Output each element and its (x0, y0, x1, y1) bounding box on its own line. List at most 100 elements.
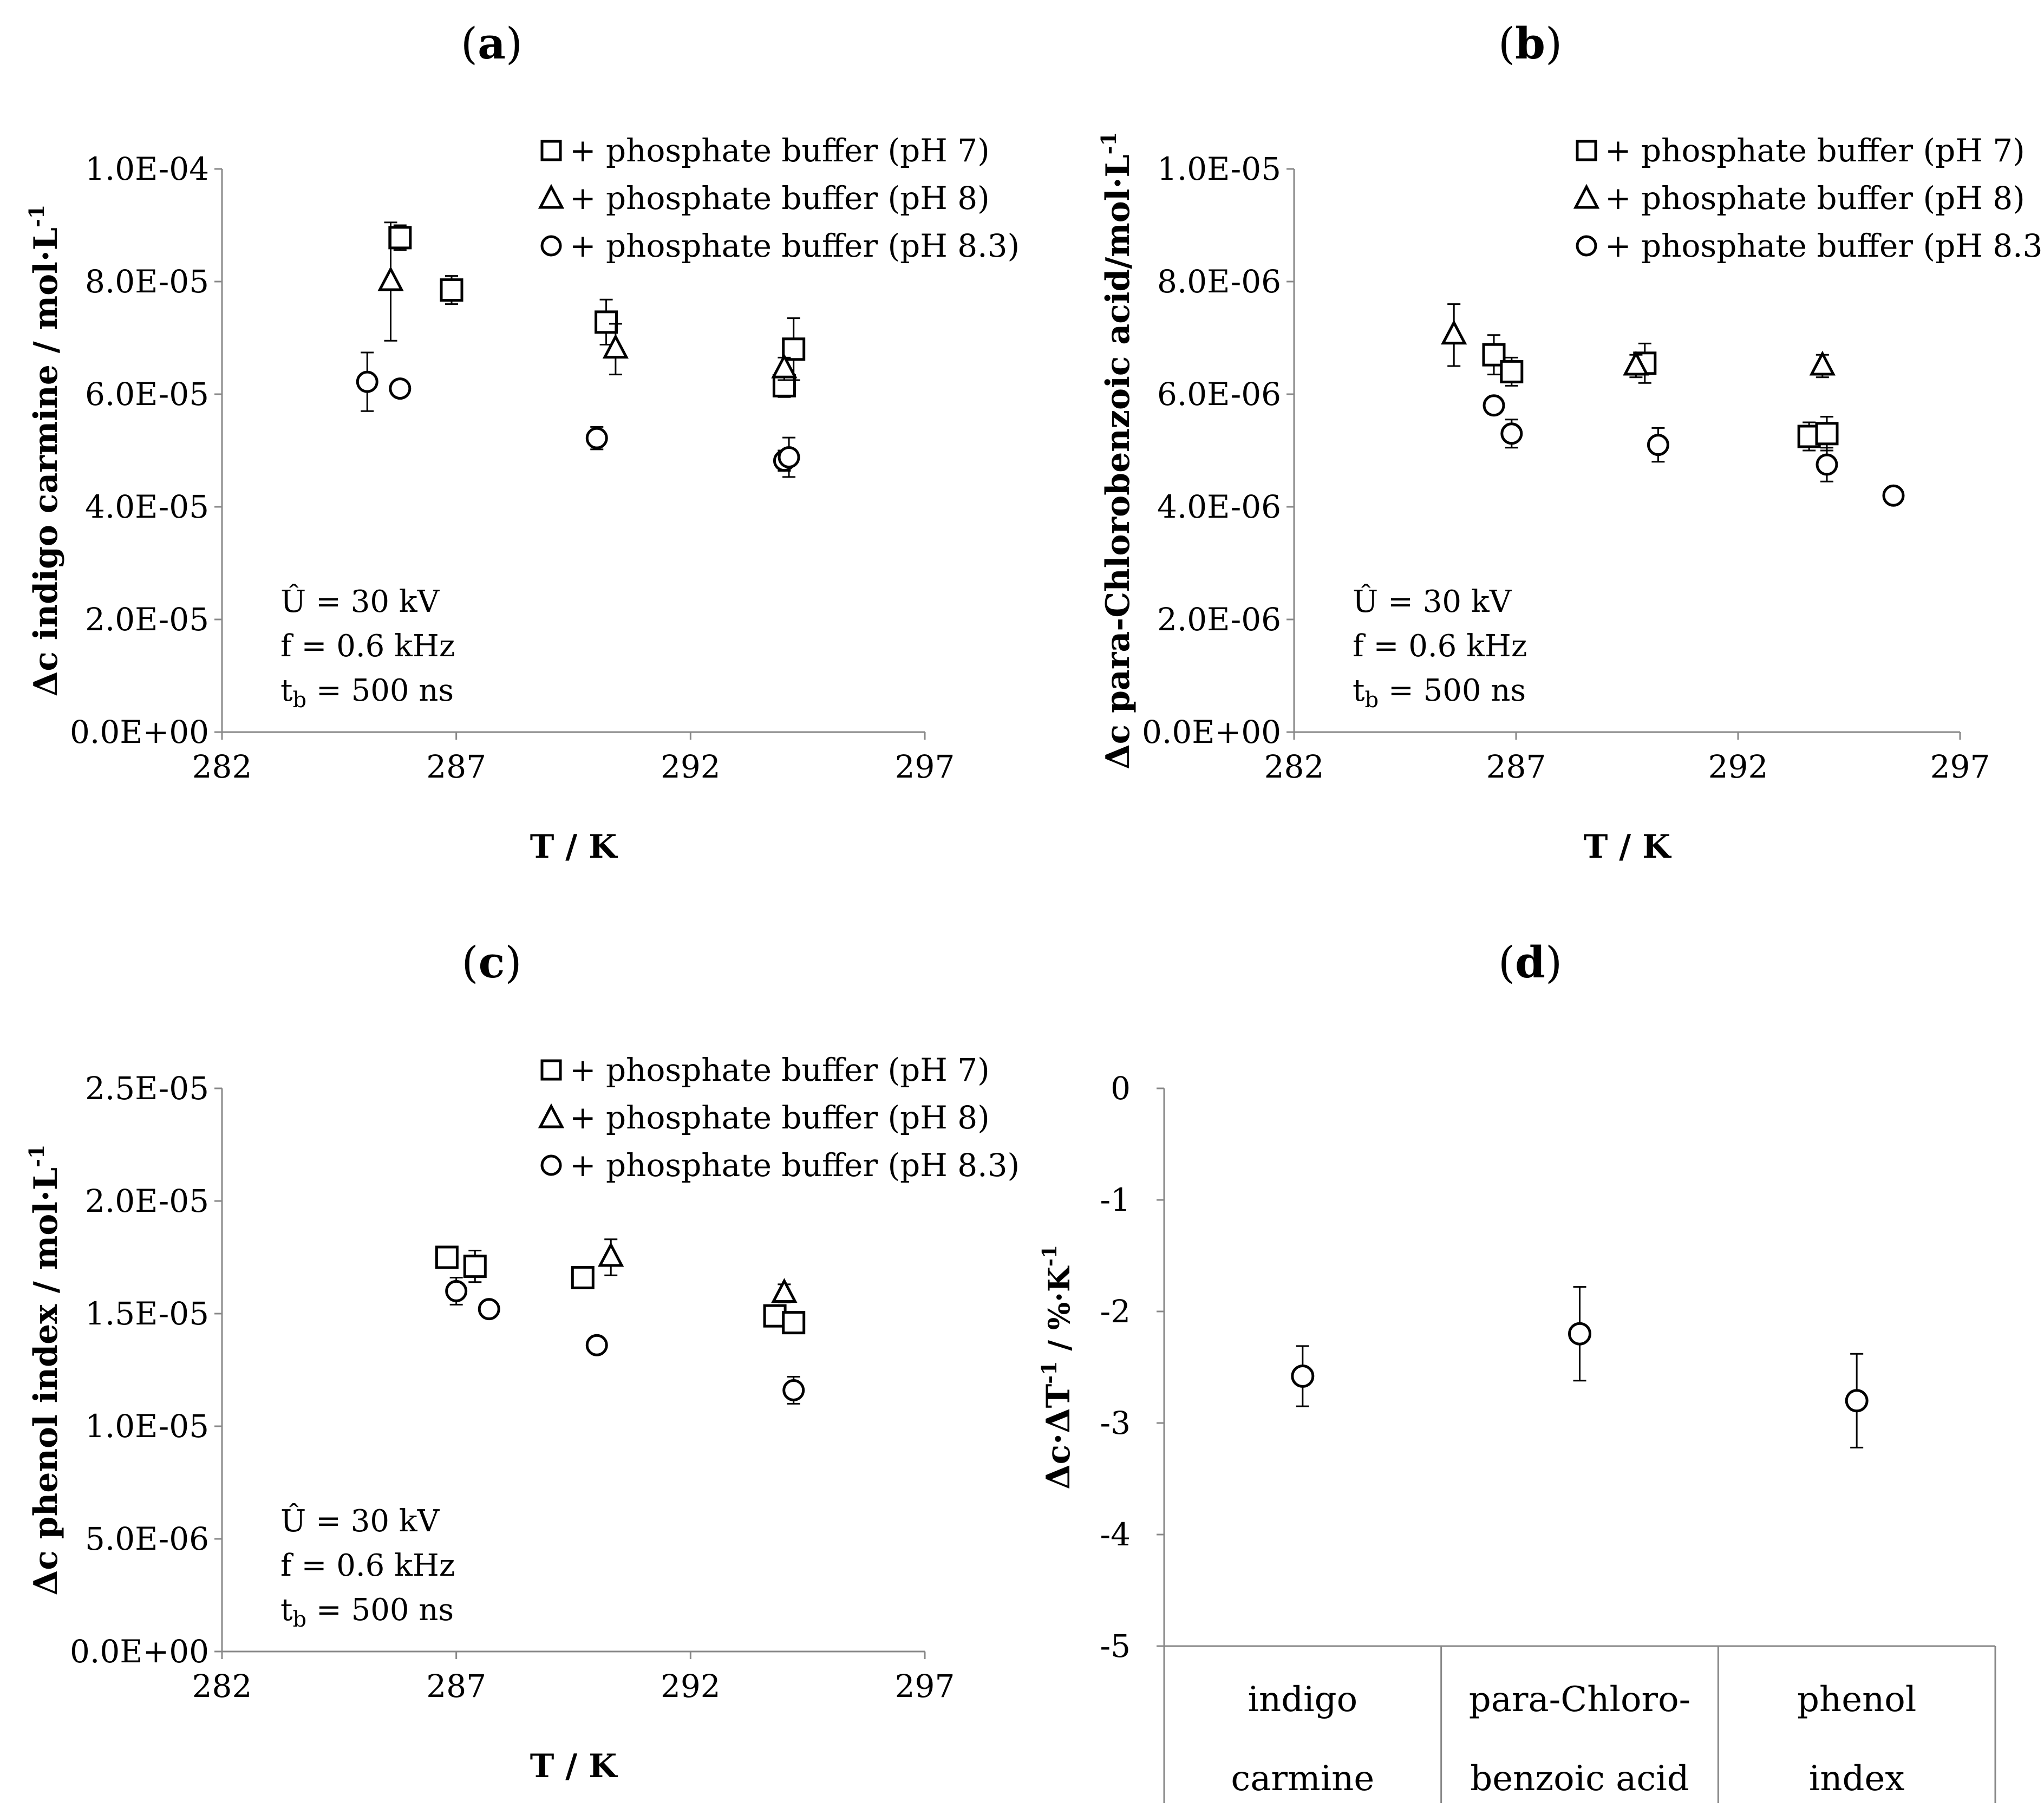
x-axis-title: T / K (530, 828, 618, 866)
legend-entry: + phosphate buffer (pH 8) (570, 1099, 990, 1136)
y-tick-label: 4.0E-05 (85, 488, 209, 525)
data-point-triangle (1623, 350, 1649, 376)
annotation-t: t (280, 673, 293, 708)
panel-label-close: ) (506, 18, 523, 69)
x-tick-label: 282 (192, 748, 252, 785)
chart-panel-a: 0.0E+00 2.0E-05 4.0E-05 6.0E-05 8.0E-05 1.0E-… (24, 132, 1020, 866)
y-tick-label: 0.0E+00 (70, 714, 209, 750)
annotation-subscript-b: b (293, 688, 307, 713)
panel-label-close: ) (505, 937, 521, 988)
data-point-circle (585, 427, 608, 449)
legend-entry: + phosphate buffer (pH 7) (570, 132, 990, 169)
legend-square-marker (540, 1059, 562, 1081)
x-tick-label: 282 (1264, 748, 1324, 785)
data-point-square (435, 1245, 459, 1269)
y-tick-label: 5.0E-06 (85, 1520, 209, 1557)
data-point-circle (389, 377, 412, 400)
data-point-circle (356, 370, 378, 393)
annotation-pulse-width: tb = 500 ns (1353, 673, 1526, 713)
y-tick-label: -3 (1100, 1405, 1131, 1441)
y-axis-title: Δc para-Chlorobenzoic acid/mol·L-1 (1096, 132, 1137, 769)
y-axis-title-text: Δc para-Chlorobenzoic acid/mol·L (1099, 154, 1137, 769)
x-tick-label: 287 (426, 748, 486, 785)
x-axis-title: T / K (530, 1747, 618, 1785)
legend-circle-marker (540, 1154, 562, 1176)
y-axis-title-superscript: -1 (24, 1145, 49, 1167)
data-point-circle (478, 1298, 500, 1321)
annotation-frequency: f = 0.6 kHz (1353, 629, 1527, 664)
panel-label-d: (d) (1498, 937, 1562, 988)
legend-entry: + phosphate buffer (pH 8.3) (570, 227, 1020, 264)
legend-square-marker (540, 140, 562, 161)
category-label-line1: indigo (1248, 1680, 1358, 1720)
data-point-circle (1845, 1389, 1869, 1413)
category-label-line2: index (1809, 1759, 1905, 1799)
y-axis-title-superscript: -1 (24, 205, 49, 227)
data-point-square (571, 1265, 595, 1289)
y-axis-title-unit-superscript: -1 (1039, 1245, 1061, 1267)
y-tick-label: 0 (1111, 1070, 1131, 1107)
data-point-circle (778, 446, 800, 468)
panel-label-open: ( (1498, 18, 1515, 69)
data-point-circle (1483, 394, 1505, 417)
legend-entry: + phosphate buffer (pH 8) (570, 180, 990, 217)
data-point-circle (1647, 434, 1669, 456)
x-axis-title: T / K (1584, 828, 1671, 866)
y-tick-label: 2.0E-06 (1157, 601, 1281, 638)
y-tick-label: -2 (1100, 1293, 1131, 1330)
y-axis-title-text: Δc·ΔT (1040, 1383, 1077, 1490)
panel-label-a: (a) (461, 18, 523, 69)
annotation-pulse-width: tb = 500 ns (280, 1592, 454, 1632)
category-label-line2: benzoic acid (1470, 1759, 1689, 1799)
data-point-triangle (1441, 319, 1467, 345)
data-point-triangle (602, 334, 629, 359)
chart-panel-b: 0.0E+00 2.0E-06 4.0E-06 6.0E-06 8.0E-06 1.0E-… (1096, 132, 2044, 866)
data-point-triangle (377, 266, 404, 291)
y-axis-title-text: Δc phenol index / mol·L (27, 1167, 65, 1595)
y-tick-label: 1.0E-04 (85, 151, 209, 187)
legend-entry: + phosphate buffer (pH 8.3) (1605, 227, 2044, 264)
y-axis-title: Δc phenol index / mol·L-1 (24, 1145, 65, 1596)
x-tick-label: 287 (1486, 748, 1546, 785)
legend-triangle-marker (538, 184, 565, 209)
y-tick-label: 6.0E-05 (85, 376, 209, 413)
legend-entry: + phosphate buffer (pH 7) (570, 1052, 990, 1088)
y-tick-label: 4.0E-06 (1157, 488, 1281, 525)
annotation-voltage: Û = 30 kV (280, 1503, 440, 1539)
annotation-subscript-b: b (293, 1607, 307, 1632)
panel-label-letter: b (1515, 18, 1545, 69)
chart-panel-d: 0 -1 -2 -3 -4 -5 indigo carmine para-Chloro-benz… (1037, 1070, 1996, 1803)
legend-triangle-marker (538, 1103, 565, 1128)
x-tick-label: 292 (661, 1668, 721, 1705)
data-point-square (595, 310, 618, 334)
y-tick-label: 6.0E-06 (1157, 376, 1281, 413)
panel-label-open: ( (461, 18, 478, 69)
y-tick-label: 1.0E-05 (85, 1408, 209, 1445)
panel-label-c: (c) (461, 937, 521, 988)
annotation-pulse-value: = 500 ns (306, 673, 454, 708)
data-point-circle (1816, 453, 1838, 476)
annotation-voltage: Û = 30 kV (1353, 583, 1512, 619)
category-label-line2: carmine (1231, 1759, 1374, 1799)
data-point-circle (1882, 484, 1905, 507)
panel-label-open: ( (1498, 937, 1515, 988)
y-tick-label: 2.0E-05 (85, 601, 209, 638)
y-tick-label: 1.5E-05 (85, 1295, 209, 1332)
annotation-pulse-width: tb = 500 ns (280, 673, 454, 713)
data-point-circle (585, 1334, 608, 1356)
panel-label-letter: d (1515, 937, 1545, 988)
y-tick-label: 2.5E-05 (85, 1070, 209, 1107)
annotation-pulse-value: = 500 ns (1379, 673, 1526, 708)
data-point-square (782, 337, 806, 361)
chart-panel-c: 0.0E+00 5.0E-06 1.0E-05 1.5E-05 2.0E-05 2.5E-… (24, 1052, 1020, 1785)
annotation-t: t (1353, 673, 1365, 708)
panel-label-close: ) (1545, 18, 1562, 69)
panel-label-letter: c (479, 937, 505, 988)
annotation-voltage: Û = 30 kV (280, 583, 440, 619)
annotation-pulse-value: = 500 ns (306, 1592, 454, 1628)
x-tick-label: 292 (661, 748, 721, 785)
y-tick-label: -5 (1100, 1628, 1131, 1665)
legend-entry: + phosphate buffer (pH 7) (1605, 132, 2025, 169)
y-axis-title: Δc·ΔT-1 / %·K-1 (1037, 1245, 1077, 1490)
